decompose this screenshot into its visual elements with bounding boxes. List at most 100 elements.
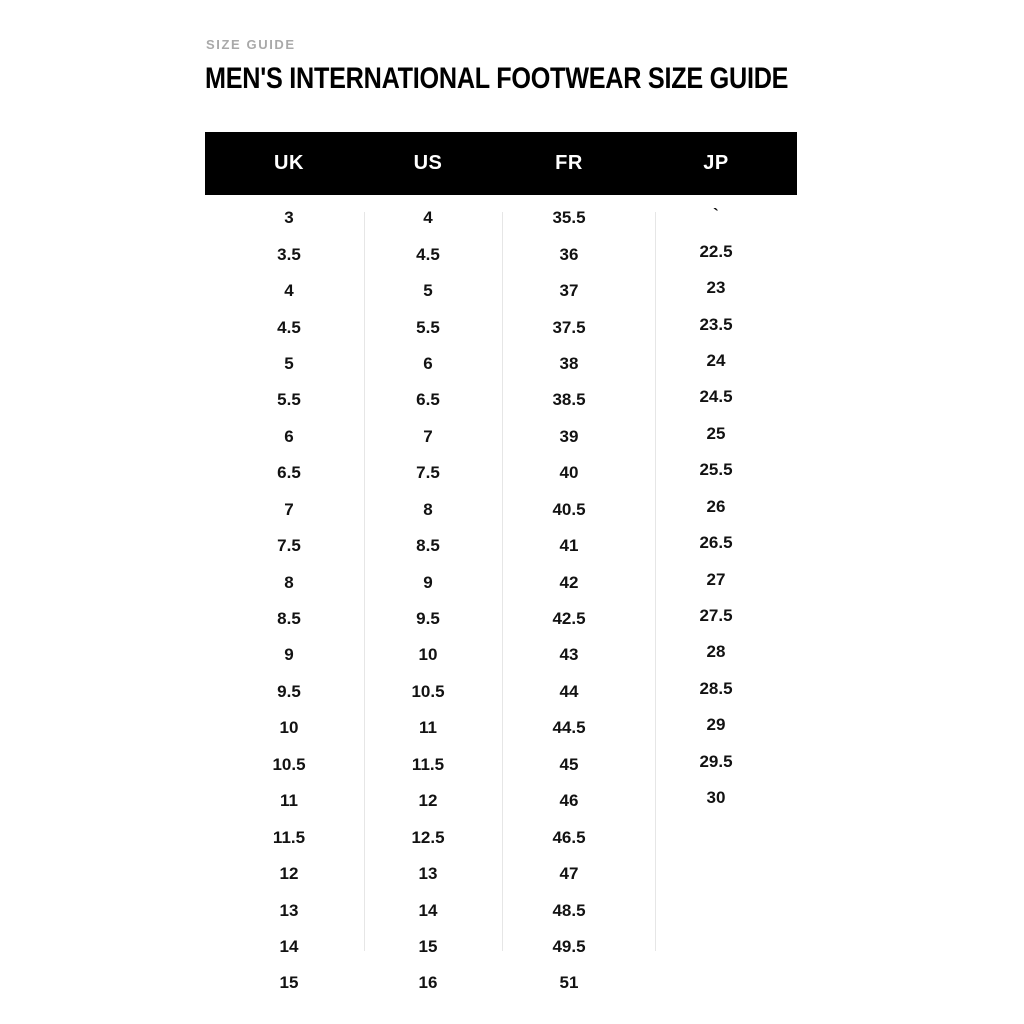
cell-jp: ` (713, 205, 719, 225)
cell-us: 10 (418, 645, 438, 665)
cell-fr: 48.5 (552, 900, 586, 920)
cell-fr: 43 (559, 645, 579, 665)
column-header-fr: FR (555, 152, 583, 174)
cell-fr: 49.5 (552, 936, 586, 956)
table-row: 7.5 8.5 41 26.5 (205, 528, 797, 564)
page-title: MEN'S INTERNATIONAL FOOTWEAR SIZE GUIDE (205, 62, 789, 95)
cell-us: 6.5 (416, 390, 440, 410)
cell-us: 14 (418, 900, 438, 920)
table-row: 8.5 9.5 42.5 27.5 (205, 601, 797, 637)
cell-jp: 24 (706, 350, 726, 370)
cell-jp: 28.5 (699, 678, 733, 698)
cell-fr: 42.5 (552, 609, 586, 629)
column-divider (502, 212, 503, 951)
cell-fr: 40 (559, 463, 579, 483)
cell-jp: 25.5 (699, 460, 733, 480)
cell-uk: 9 (284, 645, 294, 665)
cell-fr: 38.5 (552, 390, 586, 410)
cell-jp: 26.5 (699, 533, 733, 553)
cell-fr: 46 (559, 791, 579, 811)
table-row: 3 4 35.5 ` (205, 200, 797, 236)
table-row: 9.5 10.5 44 28.5 (205, 674, 797, 710)
eyebrow-label: SIZE GUIDE (206, 37, 296, 52)
table-row: 3.5 4.5 36 22.5 (205, 236, 797, 272)
column-divider (655, 212, 656, 951)
cell-uk: 7.5 (277, 536, 301, 556)
cell-us: 8.5 (416, 536, 440, 556)
table-row: 8 9 42 27 (205, 564, 797, 600)
table-row: 9 10 43 28 (205, 637, 797, 673)
column-header-us: US (413, 152, 443, 174)
column-divider (364, 212, 365, 951)
cell-uk: 8.5 (277, 609, 301, 629)
cell-jp: 29.5 (699, 751, 733, 771)
cell-us: 11.5 (411, 754, 445, 774)
cell-uk: 12 (279, 864, 299, 884)
cell-uk: 11 (280, 791, 298, 811)
cell-uk: 5 (284, 353, 294, 373)
cell-fr: 44 (559, 681, 579, 701)
size-table-body: 3 4 35.5 ` 3.5 4.5 36 22.5 4 5 37 23 4.5 5.5 37.5 23.5 5… (205, 200, 797, 1002)
cell-uk: 10 (279, 718, 299, 738)
cell-us: 4 (423, 208, 433, 228)
cell-jp: 28 (706, 642, 726, 662)
cell-fr: 38 (559, 353, 579, 373)
size-guide-content: SIZE GUIDE MEN'S INTERNATIONAL FOOTWEAR … (205, 0, 797, 1010)
table-row: 5.5 6.5 38.5 24.5 (205, 382, 797, 418)
cell-us: 5.5 (416, 317, 440, 337)
cell-us: 11 (419, 718, 437, 738)
cell-fr: 37.5 (552, 317, 586, 337)
cell-fr: 51 (559, 973, 579, 993)
cell-fr: 46.5 (552, 827, 586, 847)
cell-jp: 30 (706, 788, 726, 808)
cell-uk: 7 (284, 499, 294, 519)
cell-us: 9 (423, 572, 433, 592)
cell-fr: 42 (559, 572, 579, 592)
cell-us: 9.5 (416, 609, 440, 629)
cell-jp: 27 (706, 569, 726, 589)
cell-fr: 37 (559, 281, 579, 301)
cell-us: 15 (418, 936, 438, 956)
cell-jp: 25 (706, 423, 726, 443)
table-row: 10.5 11.5 45 29.5 (205, 747, 797, 783)
cell-fr: 40.5 (552, 499, 586, 519)
cell-us: 5 (423, 281, 433, 301)
table-row: 4.5 5.5 37.5 23.5 (205, 309, 797, 345)
table-row: 7 8 40.5 26 (205, 492, 797, 528)
cell-jp: 24.5 (699, 387, 733, 407)
cell-uk: 13 (279, 900, 299, 920)
cell-uk: 6 (284, 426, 294, 446)
cell-us: 6 (423, 353, 433, 373)
cell-uk: 11.5 (272, 827, 306, 847)
cell-uk: 4.5 (277, 317, 301, 337)
table-row: 15 16 51 (205, 965, 797, 1001)
cell-jp: 26 (706, 496, 726, 516)
cell-fr: 44.5 (552, 718, 586, 738)
cell-uk: 8 (284, 572, 294, 592)
cell-uk: 4 (284, 281, 294, 301)
cell-fr: 45 (559, 754, 579, 774)
table-row: 14 15 49.5 (205, 929, 797, 965)
cell-us: 8 (423, 499, 433, 519)
table-row: 12 13 47 (205, 856, 797, 892)
table-row: 4 5 37 23 (205, 273, 797, 309)
table-row: 10 11 44.5 29 (205, 710, 797, 746)
column-header-jp: JP (703, 152, 729, 174)
cell-us: 16 (418, 973, 438, 993)
cell-us: 12 (418, 791, 438, 811)
cell-uk: 14 (279, 936, 299, 956)
cell-uk: 3 (284, 208, 294, 228)
cell-jp: 29 (706, 715, 726, 735)
table-row: 6.5 7.5 40 25.5 (205, 455, 797, 491)
cell-us: 4.5 (416, 244, 440, 264)
cell-jp: 22.5 (699, 241, 733, 261)
size-table-header: UK US FR JP (205, 132, 797, 195)
cell-us: 7 (423, 426, 433, 446)
table-row: 13 14 48.5 (205, 892, 797, 928)
cell-us: 10.5 (411, 681, 445, 701)
table-row: 11 12 46 30 (205, 783, 797, 819)
cell-jp: 23.5 (699, 314, 733, 334)
cell-fr: 36 (559, 244, 579, 264)
cell-fr: 41 (559, 536, 579, 556)
cell-uk: 6.5 (277, 463, 301, 483)
